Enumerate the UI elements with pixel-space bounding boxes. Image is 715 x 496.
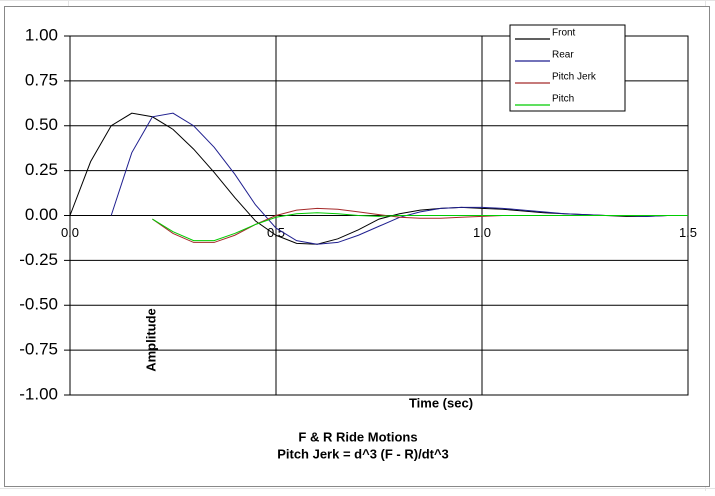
x-tick-label: 1.0 [473, 225, 491, 240]
legend-label: Pitch [552, 94, 574, 105]
y-tick-label: 0.50 [25, 115, 58, 134]
chart-subtitle: Pitch Jerk = d^3 (F - R)/dt^3 [277, 446, 449, 461]
x-tick-label: 0.5 [267, 225, 285, 240]
y-tick-label: -0.25 [19, 250, 58, 269]
series-line [152, 212, 688, 242]
y-tick-label: 1.00 [25, 25, 58, 44]
y-tick-label: 0.25 [25, 160, 58, 179]
y-axis-label: Amplitude [143, 308, 158, 372]
legend-label: Rear [552, 50, 574, 61]
y-tick-label: -0.75 [19, 340, 58, 359]
chart-title: F & R Ride Motions [298, 429, 417, 444]
legend-label: Pitch Jerk [552, 72, 597, 83]
y-tick-label: -0.50 [19, 295, 58, 314]
x-axis-label: Time (sec) [409, 395, 473, 410]
y-tick-label: 0.00 [25, 205, 58, 224]
legend-label: Front [552, 28, 576, 39]
y-tick-label: 0.75 [25, 70, 58, 89]
y-tick-label: -1.00 [19, 384, 58, 403]
